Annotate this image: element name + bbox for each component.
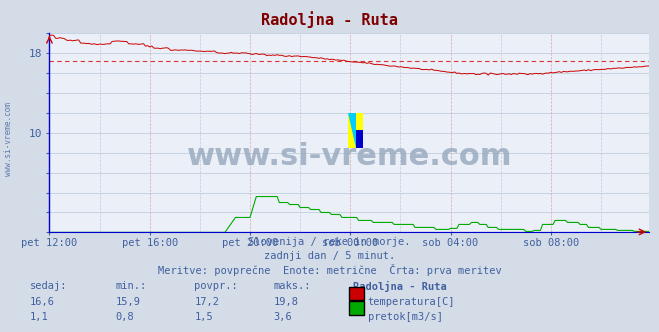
Text: 15,9: 15,9 — [115, 297, 140, 307]
Text: min.:: min.: — [115, 281, 146, 290]
Text: 0,8: 0,8 — [115, 312, 134, 322]
Bar — [348, 113, 363, 148]
Text: 19,8: 19,8 — [273, 297, 299, 307]
Text: 1,1: 1,1 — [30, 312, 48, 322]
Text: Radoljna - Ruta: Radoljna - Ruta — [353, 281, 446, 291]
Text: 17,2: 17,2 — [194, 297, 219, 307]
Text: 16,6: 16,6 — [30, 297, 55, 307]
Text: 1,5: 1,5 — [194, 312, 213, 322]
Polygon shape — [348, 113, 356, 148]
Text: Slovenija / reke in morje.: Slovenija / reke in morje. — [248, 237, 411, 247]
Text: temperatura[C]: temperatura[C] — [368, 297, 455, 307]
Text: Meritve: povprečne  Enote: metrične  Črta: prva meritev: Meritve: povprečne Enote: metrične Črta:… — [158, 264, 501, 276]
Text: www.si-vreme.com: www.si-vreme.com — [186, 142, 512, 171]
Text: maks.:: maks.: — [273, 281, 311, 290]
Text: www.si-vreme.com: www.si-vreme.com — [4, 103, 13, 176]
Text: povpr.:: povpr.: — [194, 281, 238, 290]
Text: pretok[m3/s]: pretok[m3/s] — [368, 312, 443, 322]
Polygon shape — [356, 130, 363, 148]
Text: zadnji dan / 5 minut.: zadnji dan / 5 minut. — [264, 251, 395, 261]
Text: sedaj:: sedaj: — [30, 281, 67, 290]
Text: Radoljna - Ruta: Radoljna - Ruta — [261, 12, 398, 29]
Text: 3,6: 3,6 — [273, 312, 292, 322]
